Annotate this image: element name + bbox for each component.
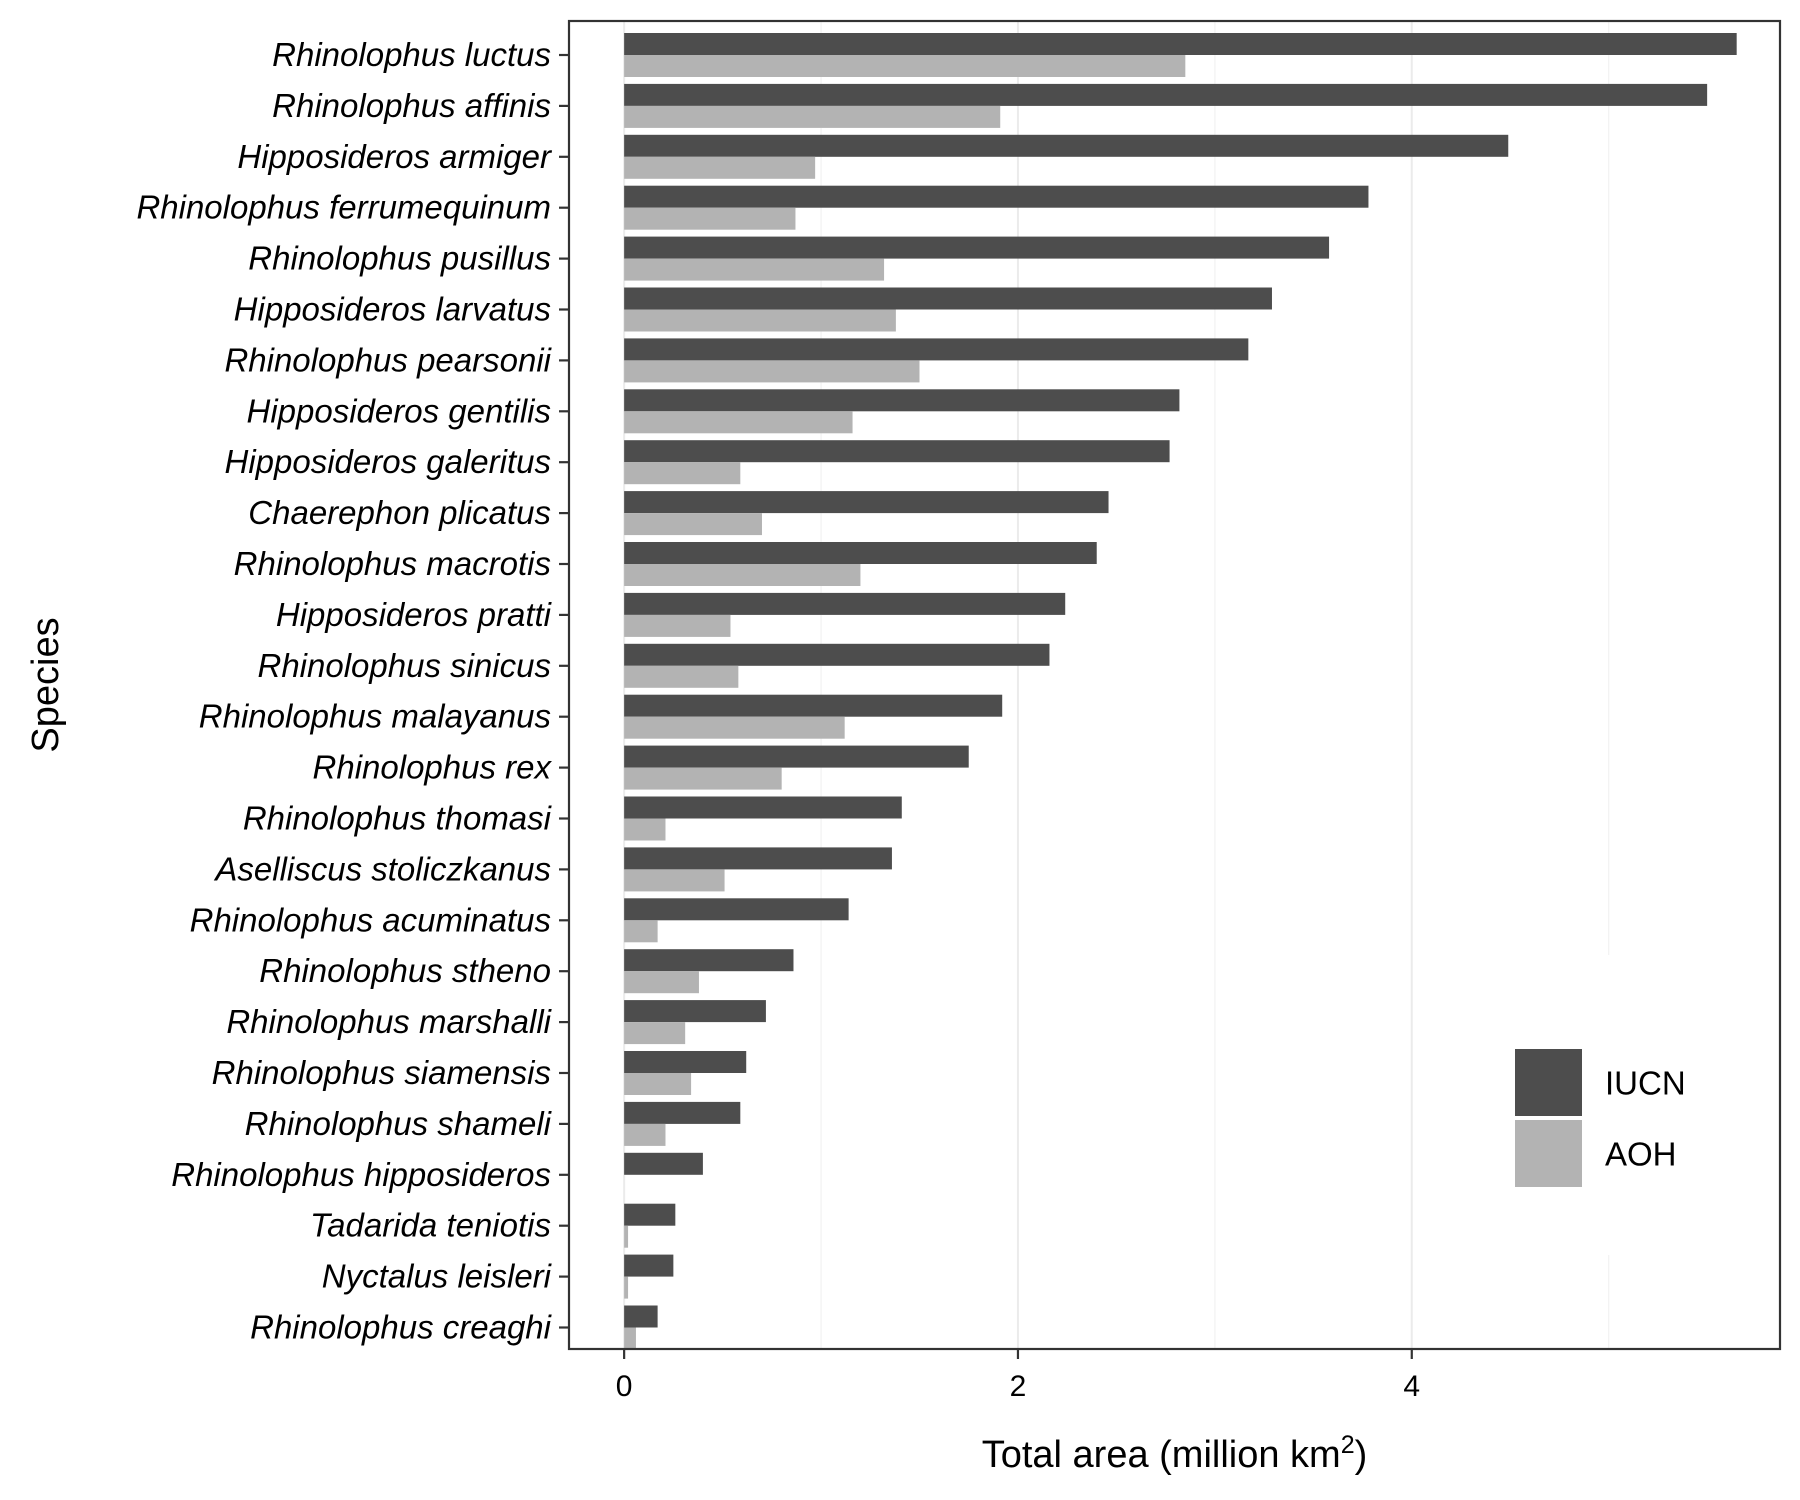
bar-aoh [624, 1123, 666, 1146]
bar-iucn [624, 745, 969, 768]
bar-iucn [624, 643, 1050, 666]
bar-iucn [624, 134, 1509, 157]
bar-iucn [624, 389, 1180, 412]
y-tick-label: Rhinolophus affinis [272, 87, 551, 124]
x-axis-title: Total area (million km2) [982, 1431, 1368, 1476]
bar-aoh [624, 971, 699, 994]
bar-aoh [624, 360, 920, 383]
bar-iucn [624, 1000, 766, 1023]
bar-aoh [624, 869, 725, 892]
y-tick-label: Hipposideros pratti [276, 596, 553, 633]
y-tick-label: Rhinolophus sinicus [257, 647, 551, 684]
y-tick-label: Rhinolophus macrotis [234, 545, 551, 582]
bar-iucn [624, 1101, 741, 1124]
bar-aoh [624, 818, 666, 841]
y-tick-label: Rhinolophus acuminatus [190, 901, 551, 938]
bar-iucn [624, 1305, 658, 1328]
bar-aoh [624, 156, 816, 179]
legend-key-aoh [1515, 1120, 1582, 1187]
bar-aoh [624, 716, 845, 739]
bar-aoh [624, 1276, 629, 1299]
bar-iucn [624, 83, 1708, 106]
y-tick-label: Hipposideros armiger [237, 138, 553, 175]
legend-key-iucn [1515, 1049, 1582, 1116]
y-axis: Rhinolophus luctus Rhinolophus affinis Hip… [136, 36, 569, 1346]
bar-iucn [624, 236, 1330, 259]
bar-aoh [624, 513, 762, 536]
bar-aoh [624, 1225, 629, 1248]
y-tick-label: Rhinolophus luctus [272, 36, 551, 73]
bar-iucn [624, 898, 849, 921]
bar-iucn [624, 185, 1369, 208]
bar-aoh [624, 1327, 636, 1350]
x-tick-label: 0 [616, 1370, 633, 1403]
bar-aoh [624, 207, 796, 230]
legend: IUCN AOH [1495, 955, 1765, 1255]
legend-label-iucn: IUCN [1605, 1065, 1686, 1102]
y-tick-label: Aselliscus stoliczkanus [213, 850, 551, 887]
bar-iucn [624, 1152, 703, 1175]
y-tick-label: Rhinolophus thomasi [243, 800, 553, 837]
bar-series [624, 33, 1737, 1350]
bar-aoh [624, 564, 861, 586]
bar-aoh [624, 105, 1001, 128]
bar-aoh [624, 1022, 686, 1045]
x-tick-label: 4 [1403, 1370, 1420, 1403]
y-tick-label: Rhinolophus siamensis [212, 1054, 551, 1091]
bar-aoh [624, 665, 739, 688]
x-axis: 0 2 4 [616, 1349, 1420, 1403]
y-tick-label: Rhinolophus pusillus [248, 240, 551, 277]
x-tick-label: 2 [1010, 1370, 1027, 1403]
bar-iucn [624, 1254, 674, 1277]
y-tick-label: Rhinolophus stheno [259, 952, 551, 989]
bar-iucn [624, 542, 1097, 564]
bar-iucn [624, 694, 1003, 717]
y-tick-label: Rhinolophus malayanus [199, 698, 551, 735]
bar-aoh [624, 55, 1186, 77]
bar-iucn [624, 949, 794, 972]
bar-aoh [624, 309, 896, 332]
y-tick-label: Rhinolophus rex [313, 749, 553, 786]
y-axis-title: Species [25, 617, 67, 752]
bar-iucn [624, 440, 1170, 463]
y-tick-label: Rhinolophus ferrumequinum [136, 189, 551, 226]
bar-iucn [624, 287, 1272, 310]
y-tick-label: Rhinolophus marshalli [226, 1003, 552, 1040]
bar-iucn [624, 1203, 676, 1226]
bar-aoh [624, 767, 782, 790]
legend-label-aoh: AOH [1605, 1136, 1677, 1173]
y-tick-label: Rhinolophus creaghi [250, 1309, 553, 1346]
bar-iucn [624, 592, 1066, 615]
bar-iucn [624, 338, 1249, 361]
y-tick-label: Hipposideros larvatus [234, 291, 551, 328]
bar-aoh [624, 258, 885, 281]
y-tick-label: Chaerephon plicatus [248, 494, 551, 531]
plot-border [567, 19, 1782, 1351]
y-tick-label: Hipposideros galeritus [224, 443, 551, 480]
bar-aoh [624, 411, 853, 434]
y-tick-label: Hipposideros gentilis [247, 392, 552, 429]
bar-iucn [624, 847, 892, 870]
y-tick-label: Rhinolophus hipposideros [171, 1156, 551, 1193]
y-tick-label: Nyctalus leisleri [322, 1258, 553, 1295]
bar-aoh [624, 920, 658, 943]
bar-aoh [624, 1073, 692, 1095]
bar-aoh [624, 462, 741, 485]
bar-iucn [624, 1051, 747, 1073]
y-tick-label: Rhinolophus shameli [245, 1105, 553, 1142]
y-tick-label: Rhinolophus pearsonii [224, 341, 552, 378]
bar-iucn [624, 796, 902, 819]
bar-iucn [624, 491, 1109, 514]
bar-iucn [624, 33, 1737, 55]
bar-aoh [624, 614, 731, 637]
y-tick-label: Tadarida teniotis [310, 1207, 551, 1244]
